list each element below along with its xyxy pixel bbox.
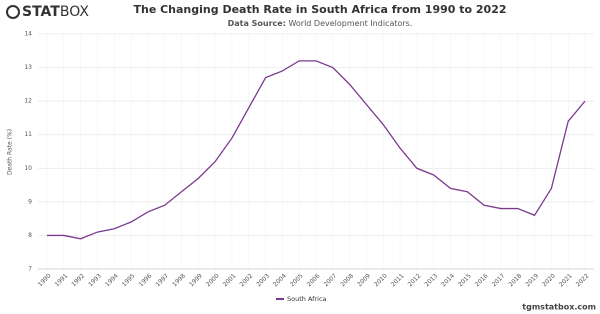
y-tick-label: 11 (24, 131, 32, 138)
y-tick-label: 7 (28, 266, 32, 273)
data-line (47, 60, 586, 240)
y-tick-label: 10 (24, 165, 32, 172)
y-tick-label: 13 (24, 64, 32, 71)
y-axis-label: Death Rate (%) (7, 129, 14, 175)
footer: tgmstatbox.com (522, 303, 596, 312)
y-tick-label: 8 (28, 232, 32, 239)
logo: STATBOX (6, 4, 89, 20)
y-tick-label: 9 (28, 198, 32, 205)
logo-text: STATBOX (22, 4, 89, 20)
chart-title: The Changing Death Rate in South Africa … (133, 3, 506, 16)
subtitle-text: World Development Indicators. (288, 19, 412, 28)
logo-light: BOX (60, 4, 89, 20)
logo-icon (6, 5, 20, 19)
chart-subtitle: Data Source: World Development Indicator… (228, 19, 413, 28)
subtitle-label: Data Source: (228, 19, 286, 28)
y-tick-label: 14 (24, 31, 32, 38)
legend-label: South Africa (287, 295, 327, 303)
y-tick-label: 12 (24, 98, 32, 105)
logo-bold: STAT (22, 4, 60, 20)
